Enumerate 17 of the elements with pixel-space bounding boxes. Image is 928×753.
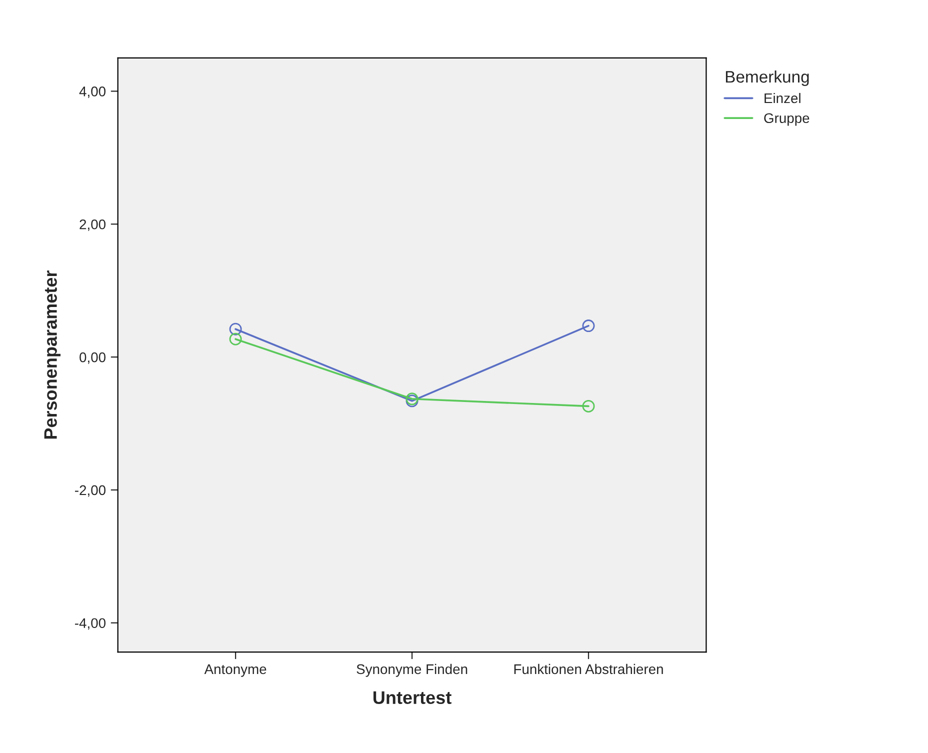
- y-axis-title: Personenparameter: [44, 270, 61, 439]
- x-tick-label: Synonyme Finden: [356, 664, 468, 677]
- y-tick-label: -2,00: [75, 485, 106, 497]
- legend-label: Einzel: [764, 92, 800, 104]
- point: [582, 400, 595, 412]
- x-tick-label: Antonyme: [204, 664, 266, 677]
- legend-label: Gruppe: [764, 113, 810, 126]
- point: [229, 322, 242, 336]
- y-tick-label: 4,00: [79, 86, 106, 98]
- point: [229, 332, 242, 346]
- y-tick-label: 2,00: [80, 219, 106, 231]
- point: [582, 320, 595, 332]
- x-axis-title: Untertest: [373, 691, 452, 704]
- y-tick-label: -4,00: [75, 618, 106, 630]
- y-tick-label: 0,00: [80, 352, 106, 364]
- x-tick-label: Funktionen Abstrahieren: [514, 664, 663, 674]
- legend-title: Bemerkung: [726, 70, 809, 86]
